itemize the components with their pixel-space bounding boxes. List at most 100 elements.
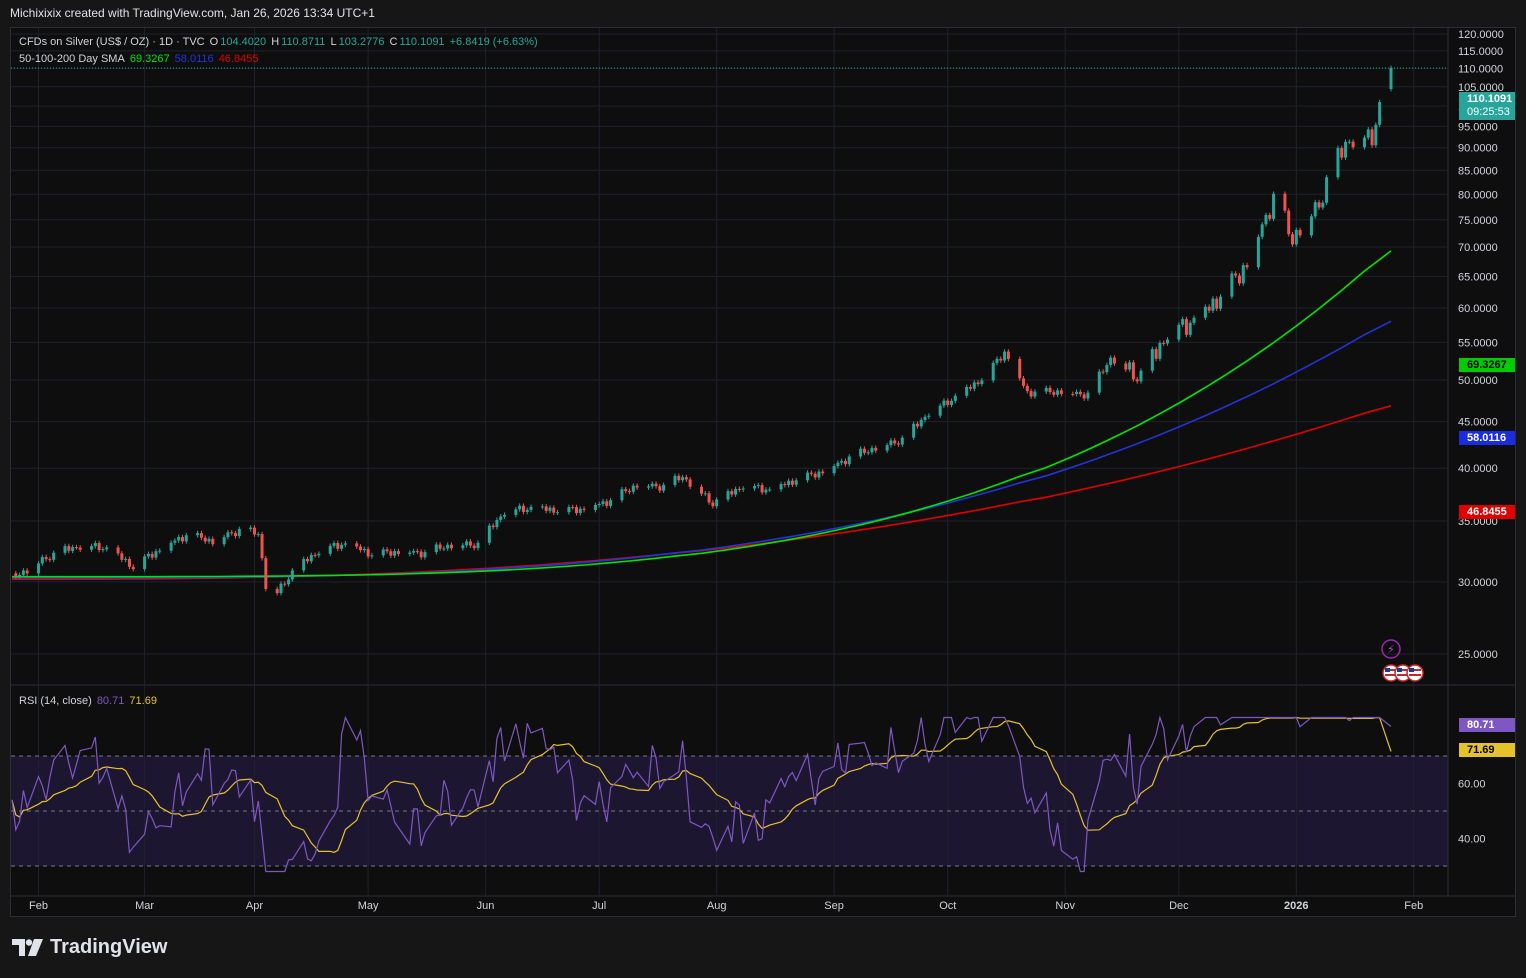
candle-body [995, 358, 999, 363]
candle-body [355, 543, 359, 547]
candle-body [1097, 371, 1101, 393]
price-tick-label: 70.0000 [1458, 242, 1498, 254]
time-tick-label: Mar [135, 900, 154, 912]
candle-body [154, 551, 158, 558]
candle-body [279, 583, 283, 594]
candle-body [673, 475, 677, 485]
candle-body [275, 588, 279, 594]
candle-body [1177, 324, 1181, 340]
tradingview-logo-icon [12, 938, 43, 956]
candle-body [393, 551, 397, 556]
candle-body [548, 507, 552, 511]
candle-body [806, 472, 810, 481]
candle-body [972, 382, 976, 389]
time-tick-label: Oct [939, 900, 956, 912]
price-tick-label: 55.0000 [1458, 337, 1498, 349]
candle-body [1344, 141, 1348, 158]
sma100-price-tag: 58.0116 [1459, 431, 1515, 445]
candle-body [711, 502, 715, 507]
chart-svg[interactable]: 120.0000115.0000110.0000105.0000100.0000… [11, 28, 1515, 916]
candle-body [389, 551, 393, 556]
candle-body [465, 541, 469, 546]
candle-body [688, 479, 692, 487]
candle-body [408, 552, 412, 554]
candle-body [222, 537, 226, 545]
candle-body [915, 423, 919, 427]
candle-body [999, 358, 1003, 361]
candle-body [1075, 391, 1079, 395]
candle-body [1181, 319, 1185, 325]
candle-body [582, 508, 586, 510]
candle-body [938, 405, 942, 416]
candle-body [385, 549, 389, 552]
candle-body [105, 547, 109, 550]
last-price-value: 110.1091 [1467, 93, 1513, 105]
candle-body [446, 544, 450, 549]
candle-body [461, 545, 465, 549]
candle-body [556, 512, 560, 514]
time-tick-label: Sep [824, 900, 844, 912]
candle-body [980, 380, 984, 385]
candle-body [1283, 193, 1287, 211]
candle-body [150, 553, 154, 558]
candle-body [237, 529, 241, 537]
candle-body [1109, 357, 1113, 365]
candle-body [359, 546, 363, 551]
candle-body [1237, 275, 1241, 284]
candle-body [199, 533, 203, 538]
candle-body [226, 532, 230, 538]
candle-body [950, 400, 954, 405]
candle-body [78, 547, 82, 550]
candle-body [1139, 370, 1143, 382]
candle-body [180, 537, 184, 542]
candle-body [571, 507, 575, 509]
candle-body [249, 527, 253, 530]
price-tick-label: 80.0000 [1458, 189, 1498, 201]
candle-body [1101, 371, 1105, 373]
ohlc-c-label: C [389, 36, 398, 48]
candle-body [620, 489, 624, 501]
candle-body [843, 460, 847, 465]
candle-body [628, 491, 632, 493]
candle-body [287, 579, 291, 585]
candle-body [90, 546, 94, 550]
time-tick-label: 2026 [1284, 900, 1308, 912]
candle-body [412, 551, 416, 553]
candle-body [434, 544, 438, 553]
candle-body [1135, 379, 1139, 382]
candle-body [1362, 137, 1366, 148]
candle-body [700, 486, 703, 494]
candle-body [809, 472, 813, 474]
candle-body [63, 546, 67, 553]
candle-body [794, 480, 798, 485]
candle-body [1192, 317, 1196, 323]
candle-body [1112, 357, 1116, 364]
candle-body [343, 543, 347, 545]
candle-body [783, 484, 787, 486]
candle-body [521, 505, 525, 512]
candle-body [143, 556, 147, 570]
candle-body [252, 527, 256, 535]
time-tick-label: May [358, 900, 379, 912]
candle-body [264, 558, 268, 589]
candle-body [650, 483, 654, 487]
ohlc-change: +6.8419 (+6.63%) [449, 36, 538, 48]
price-tick-label: 85.0000 [1458, 165, 1498, 177]
chart-frame[interactable]: 120.0000115.0000110.0000105.0000100.0000… [10, 27, 1516, 917]
price-tick-label: 110.0000 [1458, 63, 1503, 75]
candle-body [14, 573, 18, 577]
candle-body [120, 553, 124, 560]
price-tick-label: 45.0000 [1458, 417, 1498, 429]
candle-body [741, 488, 745, 490]
candle-body [923, 416, 927, 420]
candle-body [306, 558, 309, 562]
price-tick-label: 120.0000 [1458, 29, 1504, 41]
candle-body [25, 570, 29, 574]
candle-body [127, 558, 131, 567]
price-tick-label: 95.0000 [1458, 121, 1498, 133]
time-tick-label: Nov [1055, 900, 1075, 912]
candle-body [37, 563, 41, 574]
candle-body [1268, 214, 1272, 219]
candle-body [158, 550, 162, 552]
candle-body [256, 534, 260, 536]
